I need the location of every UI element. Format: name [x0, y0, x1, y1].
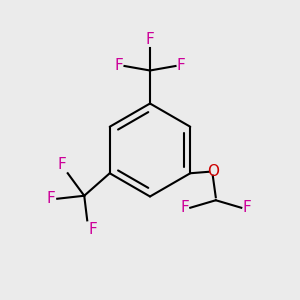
Text: F: F	[146, 32, 154, 46]
Text: F: F	[114, 58, 123, 74]
Text: F: F	[89, 222, 98, 237]
Text: F: F	[47, 191, 56, 206]
Text: F: F	[177, 58, 186, 74]
Text: F: F	[243, 200, 251, 215]
Text: F: F	[58, 157, 66, 172]
Text: O: O	[207, 164, 219, 179]
Text: F: F	[180, 200, 189, 215]
